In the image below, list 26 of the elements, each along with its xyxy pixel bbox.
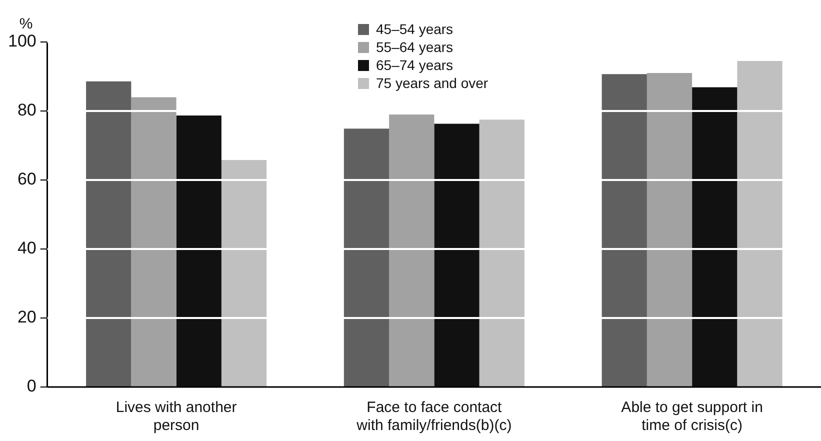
bar xyxy=(737,60,782,386)
bar xyxy=(479,120,524,386)
bar xyxy=(602,74,647,386)
y-tick-label: 60 xyxy=(17,170,36,189)
legend-label: 65–74 years xyxy=(376,56,454,74)
x-tick-label: Able to get support in time of crisis(c) xyxy=(621,399,763,434)
y-tick-label: 40 xyxy=(17,238,36,258)
y-tick-label: 80 xyxy=(17,100,36,120)
legend-label: 55–64 years xyxy=(376,38,454,56)
y-tick-label: 20 xyxy=(17,308,36,327)
bar xyxy=(221,160,267,386)
x-tick-label: Lives with another person xyxy=(116,399,237,434)
bar xyxy=(131,97,176,386)
y-axis-title: % xyxy=(19,16,33,33)
legend-label: 45–54 years xyxy=(376,20,454,38)
x-tick-label: Face to face contact with family/friends(b)(c) xyxy=(356,399,512,434)
bar xyxy=(389,114,434,386)
y-tick-label: 100 xyxy=(8,32,36,51)
bar xyxy=(176,115,222,386)
legend-label: 75 years and over xyxy=(376,74,488,92)
bar xyxy=(646,73,692,386)
bar xyxy=(434,124,480,386)
bar xyxy=(344,128,390,386)
y-tick-label: 0 xyxy=(26,376,36,396)
bar xyxy=(692,87,738,386)
bar xyxy=(86,81,132,386)
